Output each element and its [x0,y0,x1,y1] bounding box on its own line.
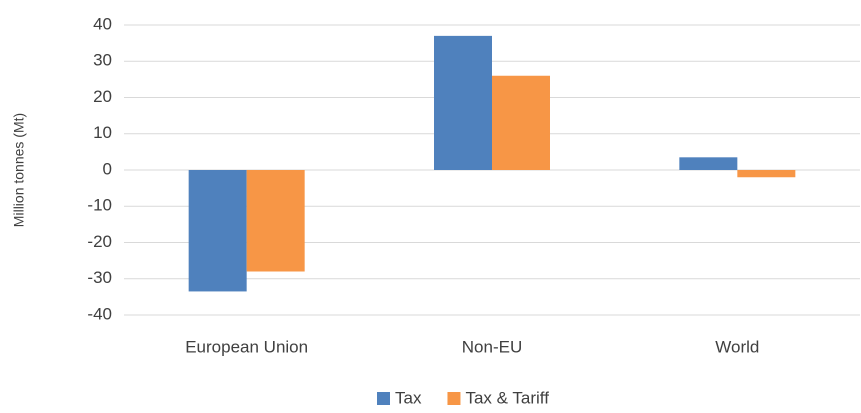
y-tick-label: -40 [87,304,112,323]
bar [737,170,796,178]
bar [434,35,492,170]
legend-label: Tax & Tariff [465,388,549,407]
y-tick-label: -10 [87,196,112,215]
y-tick-label: -30 [87,268,112,287]
y-tick-label: -20 [87,232,112,251]
y-tick-label: 10 [93,123,112,142]
x-tick-label: Non-EU [462,337,522,356]
legend-swatch [377,392,390,405]
x-tick-label: World [715,337,759,356]
bar [188,170,247,292]
y-tick-label: 40 [93,14,112,33]
bar [492,75,550,170]
x-tick-label: European Union [185,337,308,356]
y-tick-label: 30 [93,51,112,70]
bar [679,157,738,170]
legend-swatch [447,392,461,405]
y-tick-label: 20 [93,87,112,106]
y-axis-label: Million tonnes (Mt) [11,113,27,227]
legend-label: Tax [395,388,422,407]
y-tick-label: 0 [103,159,112,178]
bar [246,170,305,272]
